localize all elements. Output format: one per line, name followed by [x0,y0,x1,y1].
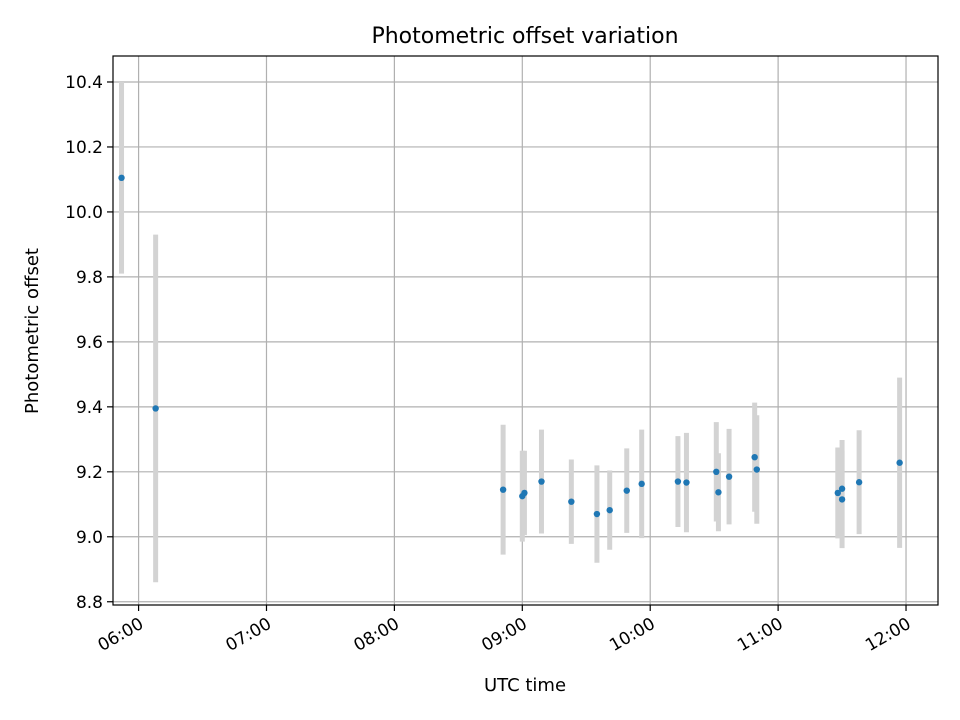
data-point [838,485,846,492]
y-tick-label: 10.2 [65,138,103,158]
plot-frame [112,55,939,606]
data-point [725,473,733,480]
data-point [751,453,758,461]
data-point [896,459,903,466]
data-point [855,479,863,486]
y-tick-label: 9.8 [76,268,103,288]
y-tick-label: 9.6 [76,333,103,353]
data-point [674,478,682,485]
data-point [606,506,613,514]
data-point [834,489,842,497]
data-point [683,479,690,486]
y-tick-label: 9.4 [76,398,103,418]
y-tick-label: 9.0 [76,528,103,548]
grid [113,56,938,605]
y-tick-label: 10.0 [65,203,103,223]
data-point [499,486,507,493]
data-point [638,480,645,488]
data-point [753,466,760,473]
data-point [713,468,720,476]
data-point [521,489,528,497]
x-axis-label: UTC time [484,675,566,696]
data-point [538,478,545,485]
y-tick-label: 10.4 [65,73,103,93]
data-point [623,487,630,494]
data-point [838,496,846,503]
data-point [593,510,601,518]
y-axis-label: Photometric offset [22,248,43,414]
data-points [118,174,903,518]
data-point [715,489,722,496]
data-point [152,405,159,412]
data-point [118,174,125,182]
y-axis-ticks: 8.8 9.0 9.2 9.4 9.6 9.8 10.0 10.2 10.4 [65,73,113,613]
chart-title: Photometric offset variation [371,24,678,49]
data-point [568,498,575,505]
y-tick-label: 9.2 [76,463,103,483]
y-tick-label: 8.8 [76,593,103,613]
